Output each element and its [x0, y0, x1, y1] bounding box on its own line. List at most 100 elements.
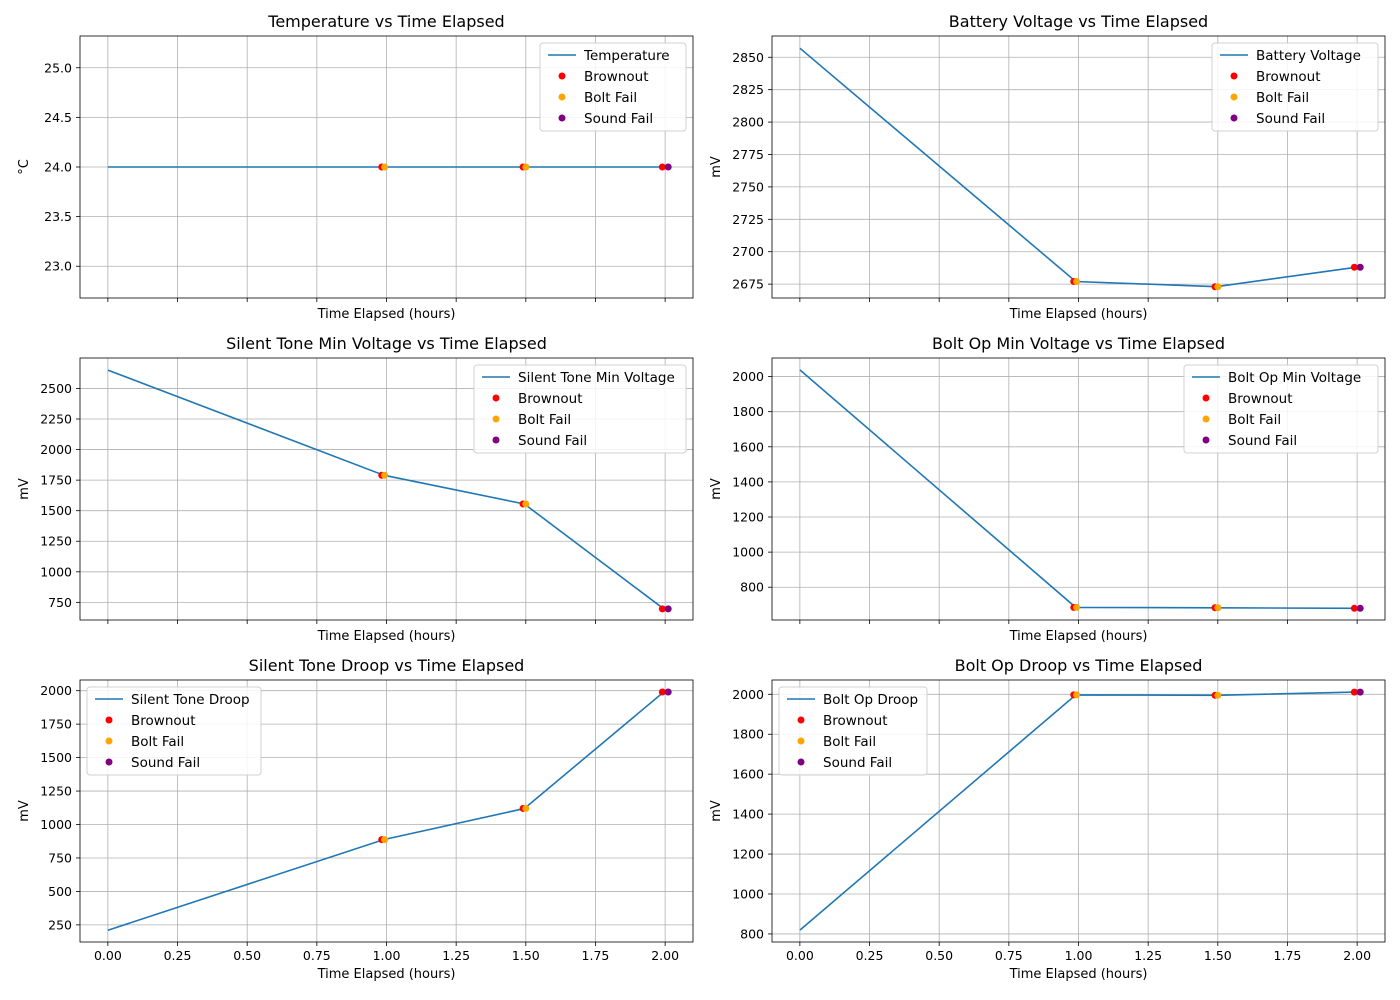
x-axis-label: Time Elapsed (hours) [1009, 629, 1148, 644]
legend-label: Brownout [1228, 391, 1292, 407]
y-tick-label: 24.5 [44, 110, 72, 125]
sound-fail-legend-swatch [797, 758, 805, 766]
sound-fail-legend-swatch [492, 436, 500, 444]
brownout-legend-swatch [558, 72, 566, 80]
x-axis-label: Time Elapsed (hours) [317, 967, 456, 982]
x-tick-label: 0.75 [303, 948, 331, 963]
y-axis-label: mV [709, 156, 724, 178]
legend-label: Sound Fail [1256, 111, 1325, 127]
sound-fail-marker [664, 163, 672, 171]
brownout-marker [1350, 688, 1358, 696]
legend-label: Silent Tone Droop [131, 692, 250, 708]
x-tick-label: 1.25 [442, 948, 470, 963]
bolt-fail-marker [1214, 604, 1222, 612]
legend-label: Sound Fail [823, 755, 892, 771]
x-tick-label: 0.25 [164, 948, 192, 963]
sound-fail-marker [664, 688, 672, 696]
bolt-fail-marker [522, 804, 530, 812]
y-tick-label: 800 [740, 926, 764, 941]
bolt-fail-marker [1214, 283, 1222, 291]
bolt-fail-legend-swatch [105, 737, 113, 745]
y-tick-label: 2000 [732, 369, 764, 384]
chart-panel-3: 750 1000 1250 1500 1750 2000 2250 2500 Silent To… [17, 334, 694, 644]
y-tick-label: 2000 [40, 442, 72, 457]
bolt-fail-marker [1073, 603, 1081, 611]
y-tick-label: 25.0 [44, 60, 72, 75]
chart-panel-1: 23.0 23.5 24.0 24.5 25.0 Temperature vs Time … [17, 12, 694, 322]
legend-label: Sound Fail [131, 755, 200, 771]
y-tick-label: 1400 [732, 474, 764, 489]
y-tick-label: 250 [48, 917, 72, 932]
x-tick-label: 0.75 [995, 948, 1023, 963]
y-tick-label: 2250 [40, 412, 72, 427]
x-tick-label: 0.00 [94, 948, 122, 963]
bolt-fail-marker [381, 163, 389, 171]
legend-label: Bolt Fail [823, 734, 876, 750]
y-tick-label: 2000 [732, 687, 764, 702]
axes-frame [79, 35, 694, 299]
y-axis-label: °C [17, 159, 32, 175]
legend-box [86, 686, 262, 776]
x-axis-label: Time Elapsed (hours) [317, 307, 456, 322]
x-tick-label: 1.25 [1134, 948, 1162, 963]
legend: Silent Tone Min Voltage Brownout Bolt Fail… [473, 364, 687, 454]
bolt-fail-marker [381, 471, 389, 479]
legend-label: Bolt Fail [1228, 412, 1281, 428]
bolt-fail-marker [381, 836, 389, 844]
y-tick-label: 1750 [40, 717, 72, 732]
series-line [799, 47, 1356, 288]
legend-label: Bolt Op Droop [823, 692, 918, 708]
series-line [799, 369, 1356, 610]
legend-label: Temperature [583, 48, 670, 64]
chart-panel-6: 0.00 0.25 0.50 0.75 1.00 1.25 1.50 1.75 2.00 800 1… [709, 656, 1386, 982]
chart-title: Temperature vs Time Elapsed [267, 12, 504, 31]
chart-title: Silent Tone Droop vs Time Elapsed [249, 656, 525, 675]
series-line [107, 369, 665, 610]
y-tick-label: 1500 [40, 750, 72, 765]
chart-title: Battery Voltage vs Time Elapsed [949, 12, 1208, 31]
y-tick-label: 2775 [732, 147, 764, 162]
brownout-legend-swatch [1202, 394, 1210, 402]
bolt-fail-legend-swatch [1202, 415, 1210, 423]
x-tick-label: 2.00 [651, 948, 679, 963]
y-tick-label: 23.0 [44, 259, 72, 274]
brownout-legend-swatch [797, 716, 805, 724]
brownout-legend-swatch [492, 394, 500, 402]
axes-frame [771, 357, 1386, 621]
x-tick-label: 0.25 [856, 948, 884, 963]
legend-box [1211, 42, 1379, 132]
series-line [799, 691, 1356, 931]
y-tick-label: 1800 [732, 404, 764, 419]
legend-label: Bolt Op Min Voltage [1228, 370, 1361, 386]
bolt-fail-legend-swatch [797, 737, 805, 745]
x-tick-label: 1.50 [1204, 948, 1232, 963]
legend: Battery Voltage Brownout Bolt Fail Sound Fa… [1211, 42, 1379, 132]
bolt-fail-legend-swatch [1230, 93, 1238, 101]
x-axis-label: Time Elapsed (hours) [1009, 967, 1148, 982]
y-tick-label: 1250 [40, 784, 72, 799]
series-line [107, 691, 665, 931]
brownout-marker [658, 163, 666, 171]
y-tick-label: 2800 [732, 115, 764, 130]
bolt-fail-legend-swatch [558, 93, 566, 101]
legend-label: Bolt Fail [1256, 90, 1309, 106]
sound-fail-marker [1356, 263, 1364, 271]
legend-label: Brownout [1256, 69, 1320, 85]
chart-title: Bolt Op Droop vs Time Elapsed [955, 656, 1203, 675]
y-tick-label: 1200 [732, 510, 764, 525]
chart-title: Silent Tone Min Voltage vs Time Elapsed [226, 334, 547, 353]
legend-label: Bolt Fail [518, 412, 571, 428]
y-tick-label: 750 [48, 595, 72, 610]
bolt-fail-marker [1214, 691, 1222, 699]
y-tick-label: 24.0 [44, 160, 72, 175]
x-tick-label: 1.00 [1065, 948, 1093, 963]
y-tick-label: 2750 [732, 179, 764, 194]
brownout-marker [658, 605, 666, 613]
y-tick-label: 2675 [732, 277, 764, 292]
x-tick-label: 0.50 [233, 948, 261, 963]
y-axis-label: mV [709, 800, 724, 822]
sound-fail-legend-swatch [1202, 436, 1210, 444]
brownout-legend-swatch [105, 716, 113, 724]
x-tick-label: 0.50 [925, 948, 953, 963]
